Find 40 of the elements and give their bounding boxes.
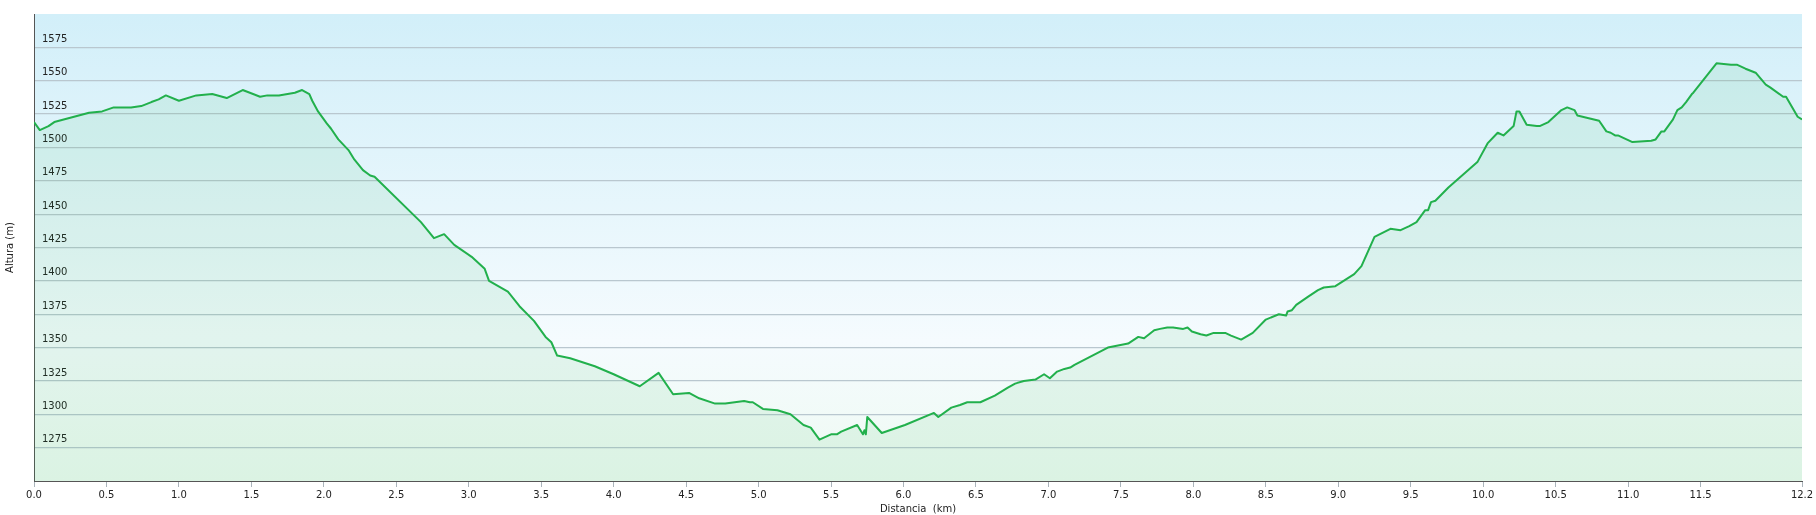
x-tick-label: 10.5: [1544, 488, 1567, 500]
x-tick-label: 4.0: [605, 488, 622, 500]
y-tick-label: 1475: [42, 166, 68, 178]
y-tick-label: 1425: [42, 233, 68, 245]
y-tick-label: 1450: [42, 199, 68, 211]
y-tick-label: 1325: [42, 366, 68, 378]
x-tick-label: 1.5: [243, 488, 260, 500]
x-tick-label: 8.5: [1257, 488, 1274, 500]
y-tick-label: 1575: [42, 32, 68, 44]
x-tick-label: 9.0: [1330, 488, 1347, 500]
x-tick-label: 6.5: [968, 488, 984, 500]
x-tick-label: 11.0: [1616, 488, 1640, 500]
x-tick-label: 5.0: [750, 488, 767, 500]
y-tick-label: 1275: [42, 433, 68, 445]
x-tick-label: 3.5: [533, 488, 550, 500]
y-tick-label: 1400: [42, 266, 68, 278]
x-tick-label: 0.0: [26, 488, 42, 500]
x-tick-label: 1.0: [170, 488, 187, 500]
y-axis-title: Altura (m): [3, 221, 15, 273]
x-tick-label: 10.0: [1472, 488, 1495, 500]
x-tick-label: 9.5: [1402, 488, 1419, 500]
x-tick-label: 8.0: [1185, 488, 1202, 500]
y-tick-label: 1500: [42, 133, 68, 145]
x-tick-label: 2.5: [388, 488, 405, 500]
x-tick-label: 2.0: [315, 488, 332, 500]
y-tick-label: 1525: [42, 99, 68, 111]
x-tick-label: 7.5: [1112, 488, 1129, 500]
x-axis-title: Distancia (km): [879, 502, 957, 514]
x-tick-label: 7.0: [1040, 488, 1057, 500]
y-tick-label: 1375: [42, 299, 68, 311]
x-tick-label: 0.5: [98, 488, 115, 500]
y-tick-label: 1300: [42, 399, 68, 411]
x-tick-label: 12.2: [1790, 488, 1814, 500]
y-tick-label: 1550: [42, 66, 68, 78]
x-tick-label: 11.5: [1689, 488, 1712, 500]
x-tick-label: 5.5: [823, 488, 839, 500]
x-tick-label: 6.0: [895, 488, 912, 500]
x-tick-label: 3.0: [460, 488, 477, 500]
x-tick-label: 4.5: [678, 488, 695, 500]
y-tick-label: 1350: [42, 333, 68, 345]
